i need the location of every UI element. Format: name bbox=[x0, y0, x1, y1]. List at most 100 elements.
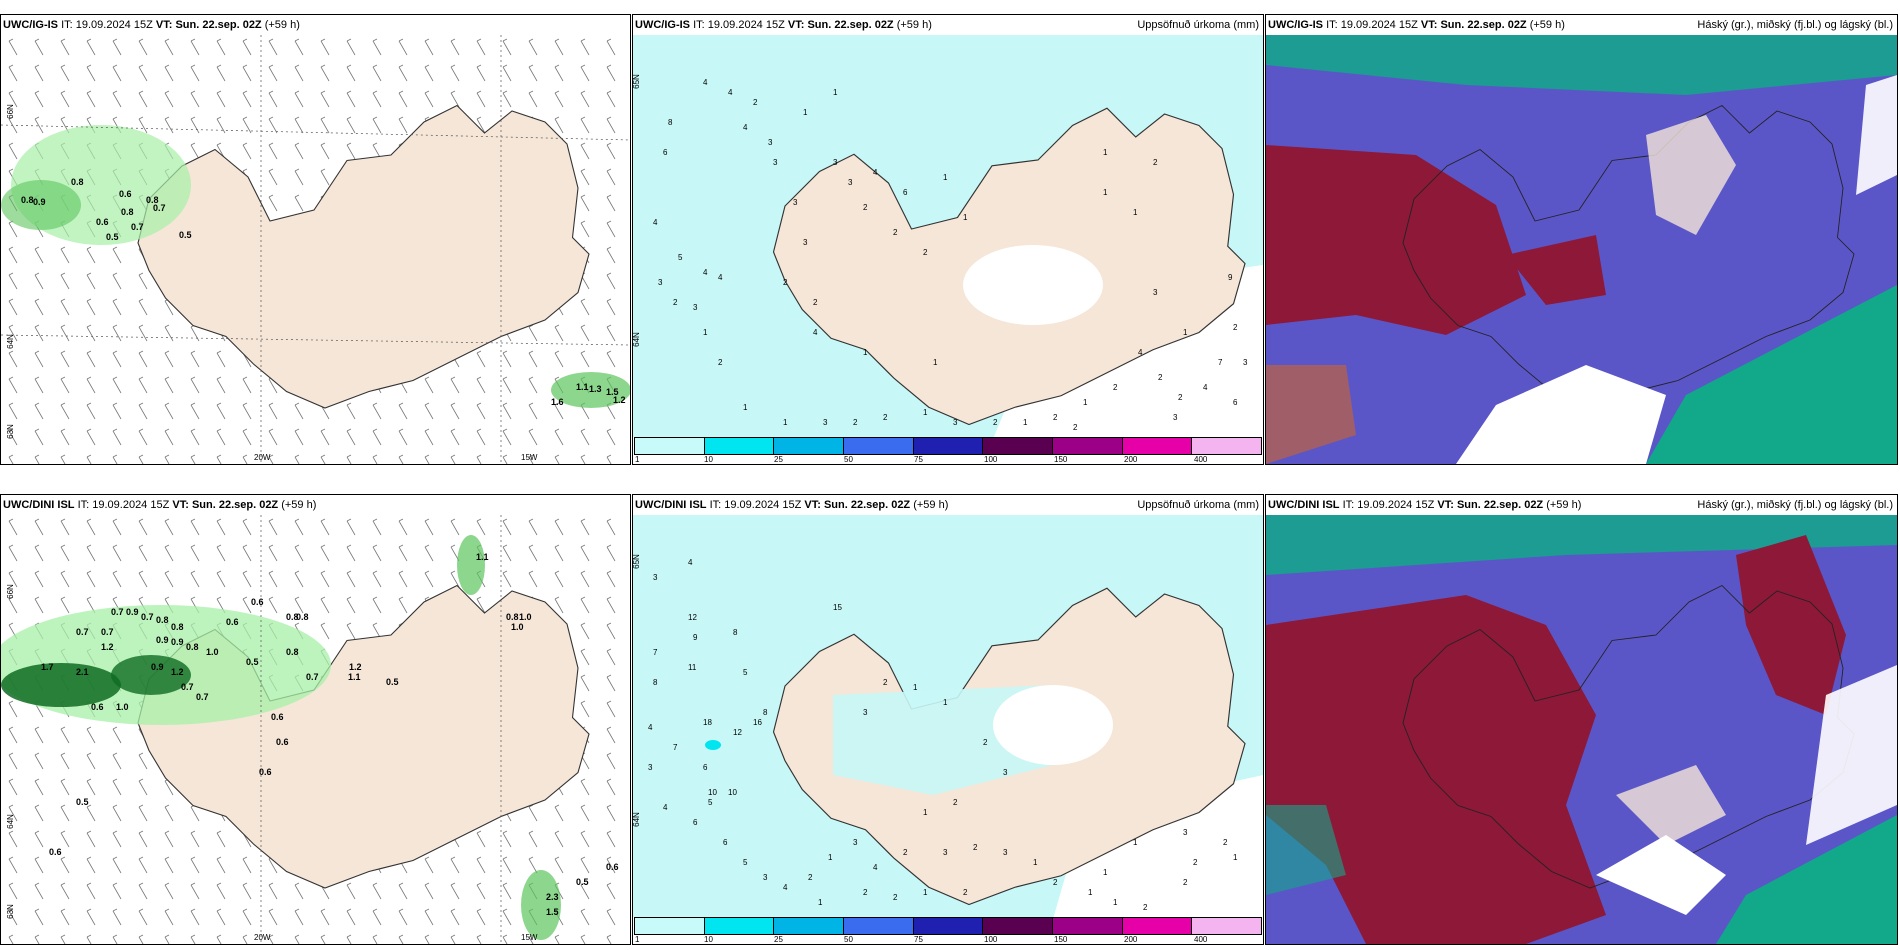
lon-label: 20W bbox=[254, 933, 271, 942]
svg-text:0.6: 0.6 bbox=[276, 737, 289, 747]
precip-legend: 1 10 25 50 75 100 150 200 400 bbox=[633, 437, 1263, 464]
svg-text:1.3: 1.3 bbox=[589, 384, 602, 394]
svg-text:0.5: 0.5 bbox=[179, 230, 192, 240]
lat-label: 66N bbox=[5, 104, 15, 119]
svg-text:2: 2 bbox=[1223, 838, 1228, 847]
lat-label: 66N bbox=[5, 584, 15, 599]
svg-text:8: 8 bbox=[763, 708, 768, 717]
precip-values: 4 8 6 4 5 4 3 4 2 3 4 4 3 3 3 2 4 1 2 1 … bbox=[653, 78, 1248, 432]
svg-text:1: 1 bbox=[943, 698, 948, 707]
svg-text:1: 1 bbox=[743, 403, 748, 412]
svg-text:1.5: 1.5 bbox=[606, 387, 619, 397]
precip-map: 3 4 7 8 9 12 11 8 5 7 4 6 10 10 15 16 18… bbox=[633, 515, 1263, 919]
svg-text:1: 1 bbox=[803, 108, 808, 117]
svg-text:1: 1 bbox=[1103, 868, 1108, 877]
svg-text:4: 4 bbox=[663, 803, 668, 812]
panel-header: UWC/IG-IS IT: 19.09.2024 15Z VT: Sun. 22… bbox=[1266, 15, 1897, 35]
lat-label: 65N bbox=[632, 554, 641, 569]
svg-text:4: 4 bbox=[703, 268, 708, 277]
legend-swatch bbox=[704, 438, 775, 454]
svg-text:4: 4 bbox=[873, 168, 878, 177]
svg-text:2: 2 bbox=[883, 678, 888, 687]
lat-label: 64N bbox=[632, 332, 641, 347]
svg-text:0.6: 0.6 bbox=[49, 847, 62, 857]
panel-wind-igis[interactable]: UWC/IG-IS IT: 19.09.2024 15Z VT: Sun. 22… bbox=[0, 14, 631, 465]
svg-text:0.5: 0.5 bbox=[106, 232, 119, 242]
panel-wind-dini[interactable]: UWC/DINI ISL IT: 19.09.2024 15Z VT: Sun.… bbox=[0, 494, 631, 945]
svg-text:0.9: 0.9 bbox=[156, 635, 169, 645]
legend-swatch bbox=[913, 438, 984, 454]
svg-text:3: 3 bbox=[848, 178, 853, 187]
svg-text:1: 1 bbox=[923, 888, 928, 897]
svg-text:4: 4 bbox=[688, 558, 693, 567]
legend-swatch bbox=[774, 438, 845, 454]
svg-text:0.5: 0.5 bbox=[386, 677, 399, 687]
legend-swatch bbox=[983, 918, 1054, 934]
svg-text:4: 4 bbox=[653, 218, 658, 227]
svg-text:10: 10 bbox=[708, 788, 717, 797]
svg-text:0.5: 0.5 bbox=[76, 797, 89, 807]
svg-text:2: 2 bbox=[1113, 383, 1118, 392]
svg-text:2: 2 bbox=[808, 873, 813, 882]
panel-precip-igis[interactable]: UWC/IG-IS IT: 19.09.2024 15Z VT: Sun. 22… bbox=[632, 14, 1264, 465]
legend-swatch bbox=[844, 438, 914, 454]
svg-text:7: 7 bbox=[653, 648, 658, 657]
svg-text:0.8: 0.8 bbox=[506, 612, 519, 622]
panel-precip-dini[interactable]: UWC/DINI ISL IT: 19.09.2024 15Z VT: Sun.… bbox=[632, 494, 1264, 945]
svg-text:1.0: 1.0 bbox=[206, 647, 219, 657]
svg-text:0.8: 0.8 bbox=[71, 177, 84, 187]
svg-text:8: 8 bbox=[733, 628, 738, 637]
svg-text:0.8: 0.8 bbox=[286, 647, 299, 657]
svg-text:3: 3 bbox=[1153, 288, 1158, 297]
svg-text:2: 2 bbox=[673, 298, 678, 307]
valid-time: Sun. 22.sep. 02Z bbox=[175, 19, 262, 31]
svg-text:7: 7 bbox=[1218, 358, 1223, 367]
legend-ticks: 1 10 25 50 75 100 150 200 400 bbox=[635, 935, 1208, 944]
svg-text:4: 4 bbox=[743, 123, 748, 132]
svg-text:1: 1 bbox=[1088, 888, 1093, 897]
panel-clouds-igis[interactable]: UWC/IG-IS IT: 19.09.2024 15Z VT: Sun. 22… bbox=[1265, 14, 1898, 465]
svg-text:1: 1 bbox=[943, 173, 948, 182]
svg-text:1: 1 bbox=[1113, 898, 1118, 907]
precip-values: 0.8 0.8 0.9 0.6 0.8 0.8 0.7 0.6 0.5 0.7 … bbox=[21, 177, 626, 407]
cloud-map bbox=[1266, 515, 1897, 944]
svg-text:2: 2 bbox=[973, 843, 978, 852]
svg-text:0.8: 0.8 bbox=[186, 642, 199, 652]
svg-text:0.7: 0.7 bbox=[306, 672, 319, 682]
svg-text:1: 1 bbox=[933, 358, 938, 367]
precip-map: 4 8 6 4 5 4 3 4 2 3 4 4 3 3 3 2 4 1 2 1 … bbox=[633, 35, 1263, 439]
panel-header: UWC/DINI ISL IT: 19.09.2024 15Z VT: Sun.… bbox=[633, 495, 1263, 515]
svg-text:0.8: 0.8 bbox=[286, 612, 299, 622]
svg-text:2: 2 bbox=[883, 413, 888, 422]
svg-text:3: 3 bbox=[768, 138, 773, 147]
svg-text:3: 3 bbox=[693, 303, 698, 312]
svg-text:2.1: 2.1 bbox=[76, 667, 89, 677]
svg-text:1: 1 bbox=[783, 418, 788, 427]
svg-text:4: 4 bbox=[648, 723, 653, 732]
legend-swatch bbox=[1122, 438, 1193, 454]
svg-text:0.7: 0.7 bbox=[196, 692, 209, 702]
svg-text:0.7: 0.7 bbox=[181, 682, 194, 692]
svg-text:3: 3 bbox=[863, 708, 868, 717]
legend-swatch bbox=[1192, 438, 1262, 454]
legend-swatch bbox=[1053, 918, 1123, 934]
svg-text:1: 1 bbox=[1103, 148, 1108, 157]
model-name: UWC/IG-IS bbox=[3, 19, 58, 31]
legend-color-bar bbox=[634, 437, 1262, 455]
svg-text:2: 2 bbox=[1178, 393, 1183, 402]
svg-text:0.8: 0.8 bbox=[146, 195, 159, 205]
svg-text:1.1: 1.1 bbox=[476, 552, 489, 562]
svg-text:6: 6 bbox=[663, 148, 668, 157]
legend-ticks: 1 10 25 50 75 100 150 200 400 bbox=[635, 455, 1208, 464]
svg-text:0.6: 0.6 bbox=[251, 597, 264, 607]
svg-text:1: 1 bbox=[1233, 853, 1238, 862]
svg-text:0.6: 0.6 bbox=[119, 189, 132, 199]
svg-text:1: 1 bbox=[913, 683, 918, 692]
panel-clouds-dini[interactable]: UWC/DINI ISL IT: 19.09.2024 15Z VT: Sun.… bbox=[1265, 494, 1898, 945]
svg-text:0.9: 0.9 bbox=[126, 607, 139, 617]
svg-text:2: 2 bbox=[853, 418, 858, 427]
panel-title: Háský (gr.), miðský (fj.bl.) og lágský (… bbox=[1697, 19, 1893, 31]
svg-text:0.9: 0.9 bbox=[171, 637, 184, 647]
svg-text:2: 2 bbox=[903, 848, 908, 857]
svg-text:0.8: 0.8 bbox=[121, 207, 134, 217]
